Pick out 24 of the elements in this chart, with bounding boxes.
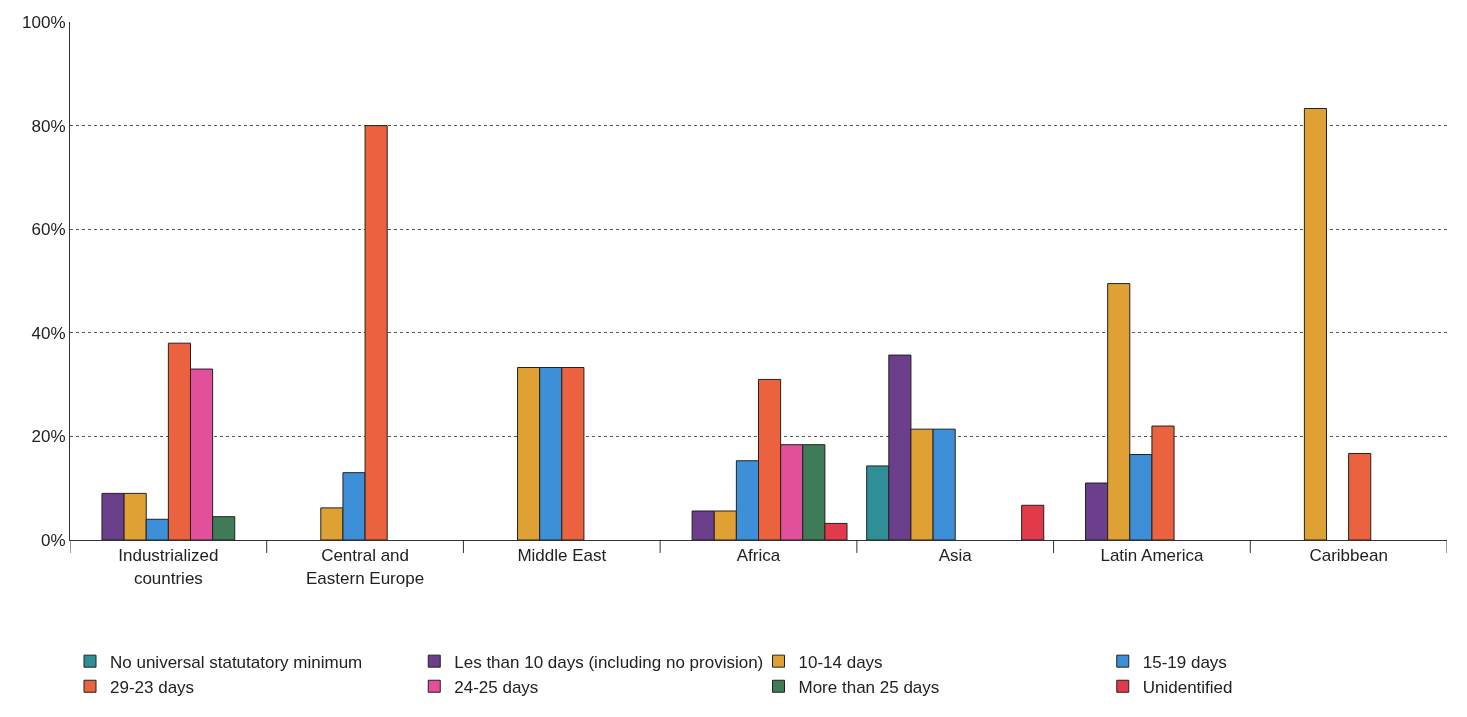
- x-tick-label: Caribbean: [1309, 546, 1388, 566]
- y-tick-label: 60%: [31, 220, 66, 240]
- x-tick-label: Industrialized countries: [118, 546, 219, 588]
- legend-label: 24-25 days: [454, 677, 539, 697]
- y-tick-label: 20%: [31, 427, 66, 447]
- bar: [1303, 108, 1328, 540]
- y-tick-label: 40%: [31, 323, 66, 343]
- y-tick-label: 0%: [41, 530, 66, 550]
- bar: [1348, 452, 1372, 540]
- y-tick-label: 80%: [31, 116, 66, 136]
- legend-label: 29-23 days: [110, 677, 195, 697]
- bar: [1021, 504, 1045, 540]
- y-tick-label: 100%: [22, 12, 66, 32]
- legend-label: 10-14 days: [798, 652, 883, 672]
- x-tick-label: Asia: [938, 546, 973, 566]
- legend-label: Unidentified: [1142, 677, 1233, 697]
- legend-label: No universal statutatory minimum: [110, 652, 363, 672]
- legend-label: More than 25 days: [798, 677, 940, 697]
- x-tick-label: Middle East: [517, 546, 607, 566]
- legend-label: Les than 10 days (including no provision): [454, 652, 764, 672]
- x-tick-label: Latin America: [1100, 546, 1204, 566]
- x-tick-label: Africa: [736, 546, 781, 566]
- legend-label: 15-19 days: [1142, 652, 1227, 672]
- x-tick-label: Central and Eastern Europe: [306, 546, 425, 588]
